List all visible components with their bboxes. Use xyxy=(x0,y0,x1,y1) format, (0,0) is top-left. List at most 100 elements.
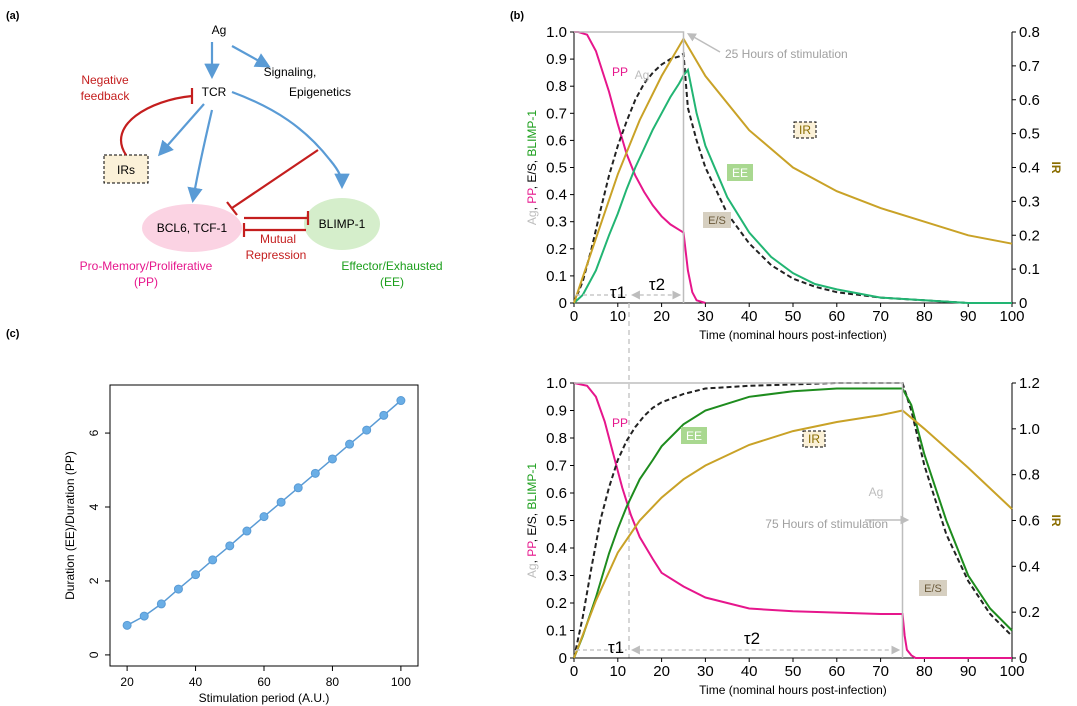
ratio-point xyxy=(208,555,218,565)
series-label-ee-box xyxy=(681,427,707,444)
diagram-bcl6-label: BCL6, TCF-1 xyxy=(157,221,228,235)
tau1-label: τ1 xyxy=(610,283,626,302)
blimp-node xyxy=(304,198,380,250)
x-tick-label: 30 xyxy=(697,308,714,325)
bcl6-node xyxy=(142,204,242,252)
series-line-ir xyxy=(573,36,1013,304)
y2-tick-label: 0.2 xyxy=(1019,227,1040,244)
y2-tick-label: 0.7 xyxy=(1019,58,1040,75)
diagram-repression-label: Repression xyxy=(246,248,307,262)
tau2-label: τ2 xyxy=(744,629,760,648)
x-tick-label: 100 xyxy=(999,663,1024,680)
regulatory-diagram: Ag TCR Signaling, Epigenetics Negative f… xyxy=(80,23,443,289)
y2-tick-label: 1.0 xyxy=(1019,421,1040,438)
y-tick-label: 2 xyxy=(87,577,101,584)
y-tick-label: 0.4 xyxy=(546,540,567,557)
y-tick-label: 1.0 xyxy=(546,375,567,392)
series-label-pp: PP xyxy=(612,416,628,430)
y-tick-label: 4 xyxy=(87,503,101,510)
x-axis-title: Time (nominal hours post-infection) xyxy=(699,683,887,697)
y-axis-title-part: PP xyxy=(525,541,539,557)
y-tick-label: 0.6 xyxy=(546,132,567,149)
plot-frame xyxy=(109,384,419,667)
series-label-es-box xyxy=(919,580,947,596)
x-tick-label: 100 xyxy=(999,308,1024,325)
y-tick-label: 6 xyxy=(87,429,101,436)
x-tick-label: 20 xyxy=(653,308,670,325)
diagram-irs-label: IRs xyxy=(117,163,135,177)
y-axis-title: Ag, PP, E/S, BLIMP-1 xyxy=(525,463,539,579)
diagram-ee-line2: (EE) xyxy=(380,275,404,289)
y-tick-label: 0.9 xyxy=(546,403,567,420)
x-tick-label: 40 xyxy=(741,308,758,325)
x-axis-title: Time (nominal hours post-infection) xyxy=(699,328,887,342)
series-label-ir-box xyxy=(802,430,826,448)
ratio-point xyxy=(293,483,303,493)
diagram-feedback-label: feedback xyxy=(81,89,131,103)
y-axis-title-part: , xyxy=(525,157,539,164)
series-line-pp xyxy=(573,382,1012,659)
ratio-point xyxy=(122,620,132,630)
x-tick-label: 50 xyxy=(785,308,802,325)
series-label-pp: PP xyxy=(612,65,628,79)
ratio-point xyxy=(276,497,286,507)
y2-tick-label: 1.2 xyxy=(1019,375,1040,392)
diagram-pp-line2: (PP) xyxy=(134,275,158,289)
y-axis-title-part: BLIMP-1 xyxy=(525,110,539,157)
y-tick-label: 0.7 xyxy=(546,458,567,475)
inhibit-signal-to-bcl6 xyxy=(231,149,319,209)
x-tick-label: 80 xyxy=(916,663,933,680)
ratio-point xyxy=(396,396,406,406)
y2-tick-label: 0.1 xyxy=(1019,261,1040,278)
y-tick-label: 0 xyxy=(559,295,567,312)
x-tick-label: 60 xyxy=(257,675,271,689)
y2-tick-label: 0 xyxy=(1019,295,1027,312)
diagram-negative-label: Negative xyxy=(81,73,129,87)
y-tick-label: 0.2 xyxy=(546,241,567,258)
y-axis-title-part: , xyxy=(525,510,539,517)
y-tick-label: 0.7 xyxy=(546,105,567,122)
tau2-label: τ2 xyxy=(649,275,665,294)
diagram-ag-label: Ag xyxy=(212,23,227,37)
y-tick-label: 0.5 xyxy=(546,513,567,530)
series-label-ee-box xyxy=(727,164,753,181)
x-tick-label: 80 xyxy=(326,675,340,689)
x-tick-label: 90 xyxy=(960,663,977,680)
y-axis-title-part: , xyxy=(525,536,539,543)
ratio-point xyxy=(139,611,149,621)
irs-box xyxy=(103,154,149,184)
y2-tick-label: 0 xyxy=(1019,650,1027,667)
x-axis-title: Stimulation period (A.U.) xyxy=(199,691,330,705)
arrow-tcr-to-bcl6 xyxy=(187,109,214,204)
y2-axis-title: IR xyxy=(1049,515,1063,527)
ratio-point xyxy=(173,584,183,594)
x-tick-label: 0 xyxy=(570,308,578,325)
ratio-point xyxy=(225,541,235,551)
diagram-epigenetics-label: Epigenetics xyxy=(289,85,351,99)
ratio-point xyxy=(327,454,337,464)
arrow-tcr-to-blimp xyxy=(231,90,350,190)
x-tick-label: 30 xyxy=(697,663,714,680)
y-tick-label: 0.2 xyxy=(546,595,567,612)
y-tick-label: 0.3 xyxy=(546,568,567,585)
panel-label-b: (b) xyxy=(510,10,525,22)
ratio-point xyxy=(362,425,372,435)
diagram-ee-line1: Effector/Exhausted xyxy=(341,259,442,273)
y2-tick-label: 0.4 xyxy=(1019,558,1040,575)
chart-c: 20 40 60 80 100 0 2 4 6 Stimulation period (A.U.)… xyxy=(63,384,419,705)
chart-b-top: 0 10 20 30 40 50 60 70 80 90 10000.10.20.30.40.50.… xyxy=(525,24,1063,658)
series-line-ag xyxy=(574,382,904,658)
y2-tick-label: 0.5 xyxy=(1019,126,1040,143)
x-tick-label: 90 xyxy=(960,308,977,325)
y-axis-title-part: E/S xyxy=(525,163,539,182)
series-line-es xyxy=(573,382,1013,659)
series-label-ir: IR xyxy=(799,123,811,137)
diagram-signaling-label: Signaling, xyxy=(264,65,317,79)
y2-tick-label: 0.6 xyxy=(1019,92,1040,109)
y-tick-label: 0.3 xyxy=(546,214,567,231)
y2-tick-label: 0.8 xyxy=(1019,24,1040,41)
y2-tick-label: 0.4 xyxy=(1019,160,1040,177)
x-tick-label: 10 xyxy=(609,308,626,325)
y2-tick-label: 0.3 xyxy=(1019,193,1040,210)
